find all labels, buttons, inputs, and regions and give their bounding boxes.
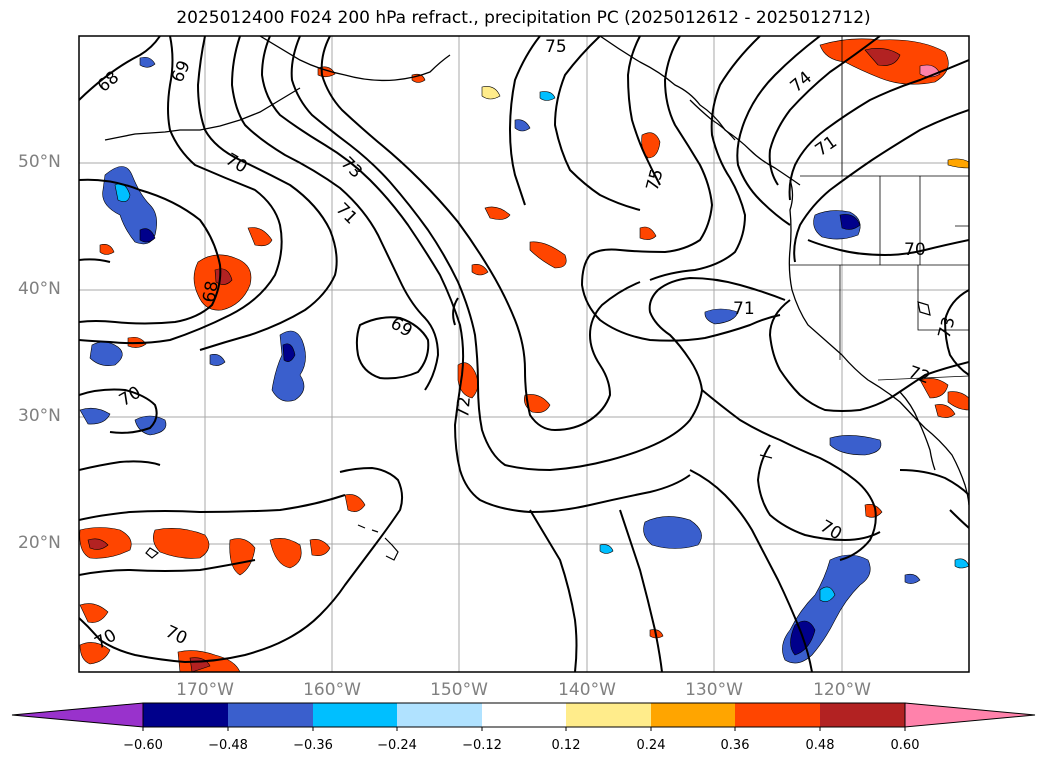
contour-label: 70	[904, 240, 926, 260]
coastlines	[104, 36, 969, 506]
islands	[145, 301, 931, 561]
colorbar-extend-low	[11, 702, 144, 728]
colorbar	[11, 702, 1036, 731]
contour-label: 75	[545, 37, 567, 57]
contour-label: 70	[222, 149, 251, 177]
colorbar-tick-label: 0.36	[720, 738, 750, 753]
map-frame	[78, 35, 970, 673]
colorbar-swatch	[566, 703, 651, 727]
lat-label-20n: 20°N	[18, 533, 61, 553]
lon-label-130w: 130°W	[685, 680, 743, 700]
contour-label: 68	[199, 279, 222, 304]
colorbar-swatch	[735, 703, 820, 727]
colorbar-tick-label: −0.48	[208, 738, 248, 753]
colorbar-swatch	[143, 703, 228, 727]
precip-negative-areas	[79, 56, 969, 664]
contour-label: 68	[94, 67, 123, 96]
lon-label-150w: 150°W	[430, 680, 488, 700]
colorbar-swatch	[820, 703, 905, 727]
colorbar-swatch	[482, 703, 566, 727]
lon-label-160w: 160°W	[303, 680, 361, 700]
colorbar-tick-label: −0.12	[462, 738, 502, 753]
lat-label-40n: 40°N	[18, 279, 61, 299]
colorbar-tick-label: −0.24	[377, 738, 417, 753]
colorbar-swatch	[228, 703, 313, 727]
colorbar-extend-high	[904, 702, 1036, 728]
lat-label-50n: 50°N	[18, 152, 61, 172]
map-title: 2025012400 F024 200 hPa refract., precip…	[176, 8, 871, 28]
contour-label: 74	[787, 68, 816, 97]
lon-label-170w: 170°W	[176, 680, 234, 700]
colorbar-tick-label: 0.24	[636, 738, 666, 753]
colorbar-swatch	[313, 703, 397, 727]
colorbar-tick-label: 0.48	[805, 738, 835, 753]
colorbar-tick-label: 0.12	[551, 738, 581, 753]
contour-label: 73	[935, 315, 960, 341]
contour-label: 70	[116, 383, 145, 411]
contour-label: 70	[162, 622, 190, 649]
contour-label: 72	[453, 396, 475, 419]
contour-label: 73	[337, 153, 366, 182]
colorbar-tick-label: −0.36	[293, 738, 333, 753]
lon-label-140w: 140°W	[558, 680, 616, 700]
colorbar-tick-label: −0.60	[123, 738, 163, 753]
colorbar-swatch	[397, 703, 482, 727]
refractivity-contours	[79, 36, 969, 672]
colorbar-swatch	[651, 703, 735, 727]
contour-label: 75	[643, 167, 668, 193]
lat-label-30n: 30°N	[18, 406, 61, 426]
colorbar-tick-label: 0.60	[890, 738, 920, 753]
lon-label-120w: 120°W	[813, 680, 871, 700]
contour-label: 71	[733, 299, 755, 319]
